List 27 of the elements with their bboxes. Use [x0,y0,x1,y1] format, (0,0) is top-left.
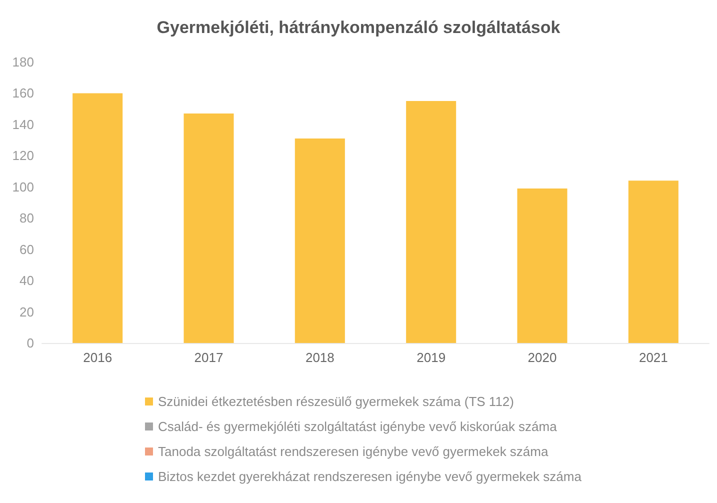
y-tick-label: 180 [12,54,34,70]
y-tick-label: 40 [20,273,34,288]
x-tick-label: 2018 [305,350,334,365]
y-tick-label: 60 [20,242,34,257]
y-tick-label: 20 [20,304,34,320]
bar [628,180,678,343]
y-tick-label: 0 [26,336,34,350]
y-tick-label: 160 [12,86,34,101]
bar [517,188,568,343]
legend-label: Szünidei étkeztetésben részesülő gyermekek száma (TS 112) [158,394,514,409]
x-tick-label: 2016 [83,350,112,365]
legend-label: Tanoda szolgáltatást rendszeresen igénybe vevő gyermekek száma [158,444,549,459]
y-tick-label: 140 [12,116,34,132]
y-tick-label: 120 [12,148,34,164]
bar [406,101,456,343]
y-tick-label: 80 [20,210,34,226]
x-tick-label: 2017 [194,350,224,365]
x-tick-label: 2020 [528,350,557,365]
x-tick-label: 2021 [638,350,668,365]
chart-title: Gyermekjóléti, hátránykompenzáló szolgáltatások [156,18,561,37]
legend-label: Biztos kezdet gyerekházat rendszeresen igénybe vevő gyermekek száma [158,469,582,484]
bar [294,138,345,343]
x-tick-label: 2019 [416,350,446,365]
legend-label: Család- és gyermekjóléti szolgáltatást igénybe vevő kiskorúak száma [158,419,558,434]
bar [72,93,123,343]
y-tick-label: 100 [12,179,34,194]
bar [184,114,234,343]
